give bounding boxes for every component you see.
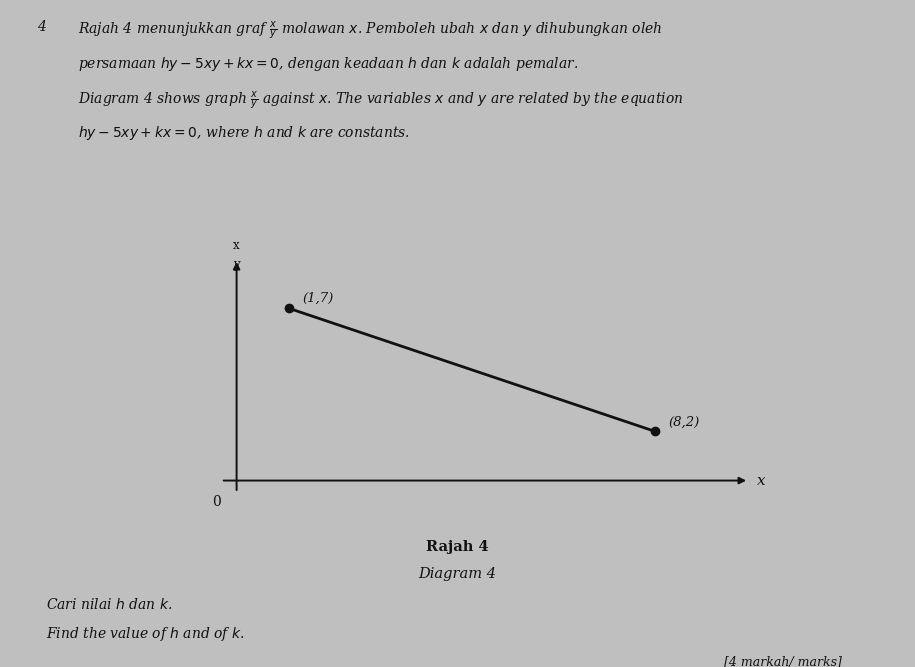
Text: Rajah 4: Rajah 4	[426, 540, 489, 554]
Text: Rajah 4 menunjukkan graf $\frac{x}{y}$ molawan $x$. Pemboleh ubah $x$ dan $y$ di: Rajah 4 menunjukkan graf $\frac{x}{y}$ m…	[78, 20, 662, 42]
Text: $hy-5xy+kx=0$, where $h$ and $k$ are constants.: $hy-5xy+kx=0$, where $h$ and $k$ are con…	[78, 124, 410, 142]
Text: (1,7): (1,7)	[302, 291, 333, 305]
Text: y: y	[233, 258, 240, 271]
Text: persamaan $hy-5xy+kx=0$, dengan keadaan $h$ dan $k$ adalah pemalar.: persamaan $hy-5xy+kx=0$, dengan keadaan …	[78, 55, 578, 73]
Text: Find the value of $h$ and of $k$.: Find the value of $h$ and of $k$.	[46, 625, 244, 643]
Text: x: x	[757, 474, 766, 488]
Text: Diagram 4 shows graph $\frac{x}{y}$ against $x$. The variables $x$ and $y$ are r: Diagram 4 shows graph $\frac{x}{y}$ agai…	[78, 89, 684, 111]
Text: 0: 0	[212, 496, 221, 510]
Text: Cari nilai $h$ dan $k$.: Cari nilai $h$ dan $k$.	[46, 597, 172, 612]
Text: (8,2): (8,2)	[668, 416, 699, 429]
Text: Diagram 4: Diagram 4	[418, 567, 497, 581]
Text: [4 markah/ marks]: [4 markah/ marks]	[724, 655, 842, 667]
Text: 4: 4	[37, 20, 46, 34]
Text: x: x	[233, 239, 240, 251]
